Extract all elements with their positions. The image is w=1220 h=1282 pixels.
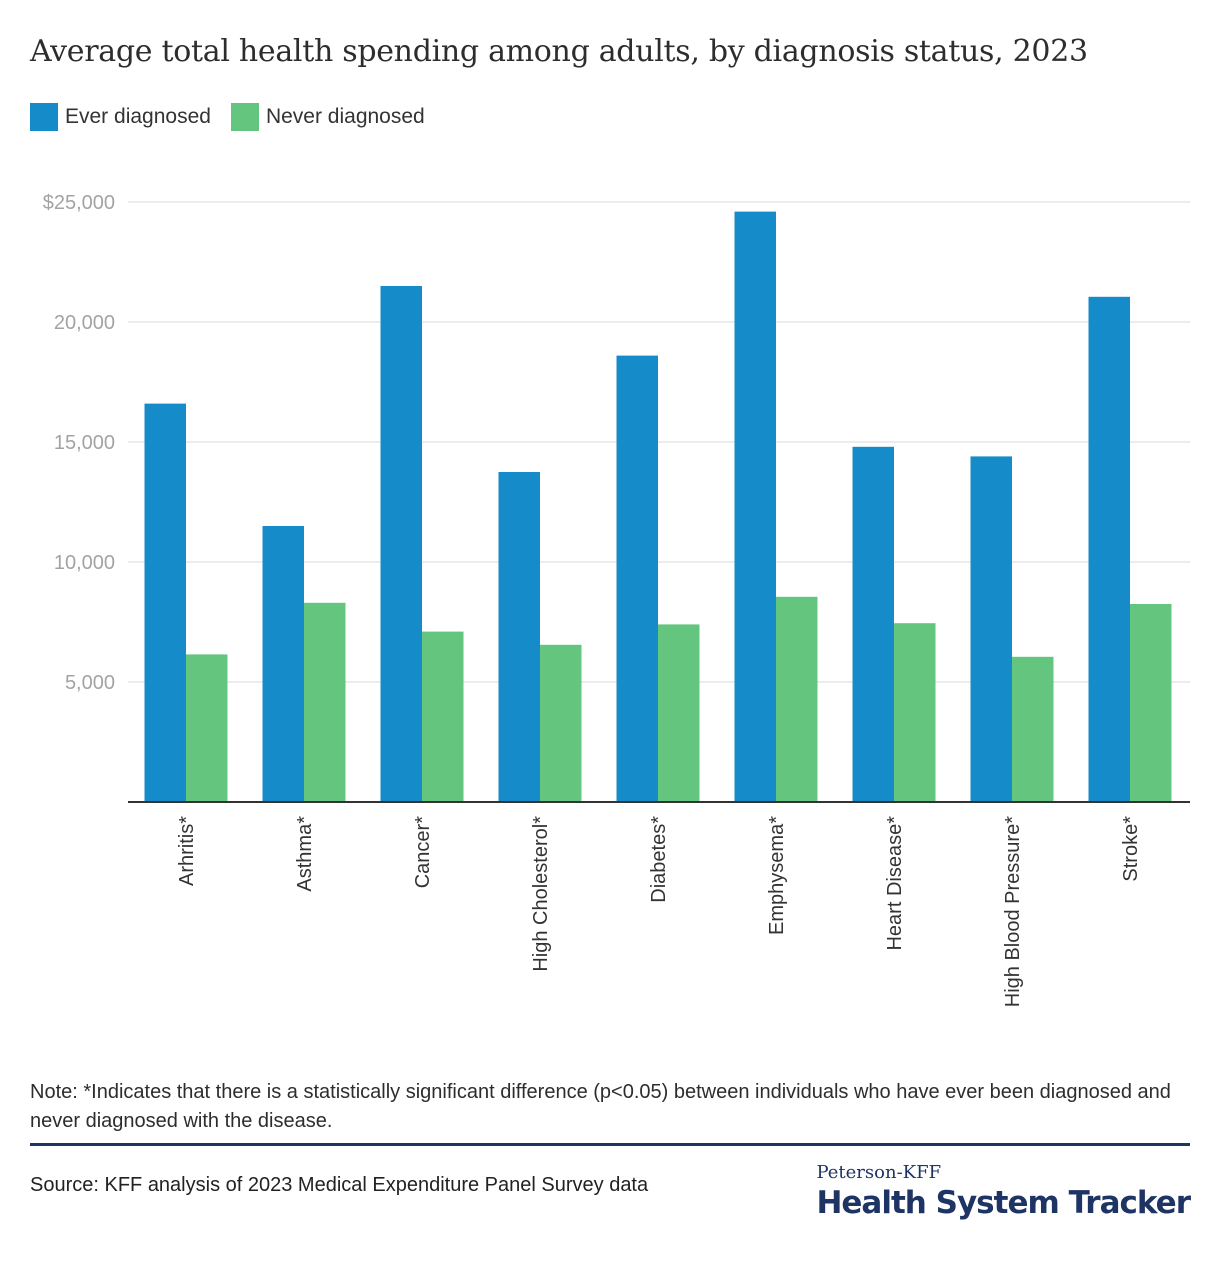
x-tick-label: Diabetes* (648, 816, 670, 903)
x-axis-labels: Arhritis* Asthma* Cancer* High Cholesterol*… (176, 816, 1142, 1007)
bar-never-diagnosed[interactable] (186, 654, 228, 802)
y-tick-label: 15,000 (54, 432, 115, 454)
legend-swatch-never-diagnosed (230, 103, 259, 131)
legend-label-never-diagnosed: Never diagnosed (265, 105, 425, 128)
x-tick-label: High Blood Pressure* (1002, 816, 1024, 1007)
bar-ever-diagnosed[interactable] (262, 526, 305, 802)
bar-chart: 5,000 10,000 15,000 20,000 $25,000 Arhritis*… (43, 192, 1190, 1007)
bar-never-diagnosed[interactable] (1012, 656, 1054, 802)
bar-never-diagnosed[interactable] (776, 596, 818, 802)
y-axis-ticks: 5,000 10,000 15,000 20,000 $25,000 (43, 192, 115, 694)
footnote: Note: *Indicates that there is a statist… (30, 1081, 1171, 1132)
chart-title: Average total health spending among adul… (30, 34, 1088, 69)
bars (144, 211, 1172, 803)
bar-never-diagnosed[interactable] (422, 631, 464, 802)
x-tick-label: Emphysema* (766, 816, 788, 935)
x-tick-label: Cancer* (412, 816, 434, 888)
bar-ever-diagnosed[interactable] (144, 403, 187, 802)
bar-never-diagnosed[interactable] (1130, 604, 1172, 802)
y-tick-label: 20,000 (54, 312, 115, 334)
bar-ever-diagnosed[interactable] (498, 472, 541, 802)
y-tick-label: 10,000 (54, 552, 115, 574)
legend-label-ever-diagnosed: Ever diagnosed (65, 105, 211, 128)
bar-ever-diagnosed[interactable] (380, 286, 423, 802)
brand-title: Health System Tracker (816, 1185, 1191, 1221)
bar-never-diagnosed[interactable] (540, 644, 582, 802)
x-tick-label: Arhritis* (176, 816, 198, 886)
x-tick-label: Heart Disease* (884, 816, 906, 951)
y-tick-label: $25,000 (43, 192, 115, 214)
bar-ever-diagnosed[interactable] (852, 446, 895, 802)
legend: Ever diagnosed Never diagnosed (30, 103, 445, 131)
legend-swatch-ever-diagnosed (30, 103, 58, 131)
footer-divider (30, 1143, 1190, 1146)
legend-item-ever-diagnosed[interactable]: Ever diagnosed (30, 103, 211, 131)
bar-ever-diagnosed[interactable] (734, 211, 777, 803)
y-tick-label: 5,000 (65, 672, 115, 694)
bar-never-diagnosed[interactable] (304, 602, 346, 802)
bar-ever-diagnosed[interactable] (616, 355, 659, 802)
legend-item-never-diagnosed[interactable]: Never diagnosed (230, 103, 425, 131)
bar-never-diagnosed[interactable] (658, 624, 700, 802)
bar-ever-diagnosed[interactable] (1088, 296, 1131, 802)
source-text: Source: KFF analysis of 2023 Medical Exp… (30, 1174, 649, 1196)
x-tick-label: Asthma* (294, 816, 316, 892)
x-tick-label: Stroke* (1120, 816, 1142, 882)
bar-ever-diagnosed[interactable] (970, 456, 1013, 802)
brand-logo[interactable]: Peterson-KFF Health System Tracker (816, 1162, 1191, 1221)
x-tick-label: High Cholesterol* (530, 816, 552, 972)
bar-never-diagnosed[interactable] (894, 623, 936, 802)
brand-subtitle: Peterson-KFF (816, 1162, 942, 1183)
